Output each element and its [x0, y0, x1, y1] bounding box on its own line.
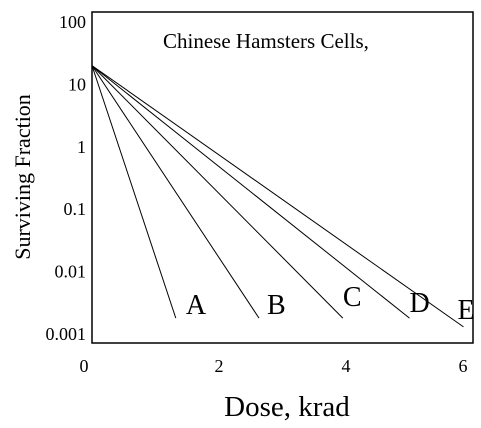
series-group [91, 65, 464, 328]
series-line-a [91, 65, 177, 319]
x-tick-label: 0 [80, 356, 89, 376]
y-axis-title: Surviving Fraction [10, 94, 35, 260]
series-label-b: B [267, 290, 286, 321]
y-tick-label: 0.1 [64, 199, 87, 219]
y-tick-label: 0.01 [55, 262, 87, 282]
series-line-d [91, 65, 410, 319]
series-line-e [91, 65, 464, 328]
chart-annotation: Chinese Hamsters Cells, [163, 29, 369, 53]
x-tick-label: 2 [215, 356, 224, 376]
series-label-d: D [410, 288, 430, 319]
x-tick-group: 0 2 4 6 [80, 356, 468, 376]
series-line-c [91, 65, 344, 319]
y-tick-group: 100 10 1 0.1 0.01 0.001 [46, 12, 87, 344]
series-label-c: C [343, 282, 362, 313]
y-tick-label: 10 [68, 74, 86, 94]
x-axis-title: Dose, krad [224, 391, 350, 423]
x-tick-label: 4 [342, 356, 351, 376]
plot-frame [91, 11, 474, 344]
series-label-a: A [186, 290, 207, 321]
x-tick-label: 6 [459, 356, 468, 376]
y-tick-label: 0.001 [46, 324, 87, 344]
series-line-b [91, 65, 260, 319]
y-tick-label: 1 [77, 137, 86, 157]
y-tick-label: 100 [59, 12, 86, 32]
series-label-e: E [457, 295, 474, 326]
